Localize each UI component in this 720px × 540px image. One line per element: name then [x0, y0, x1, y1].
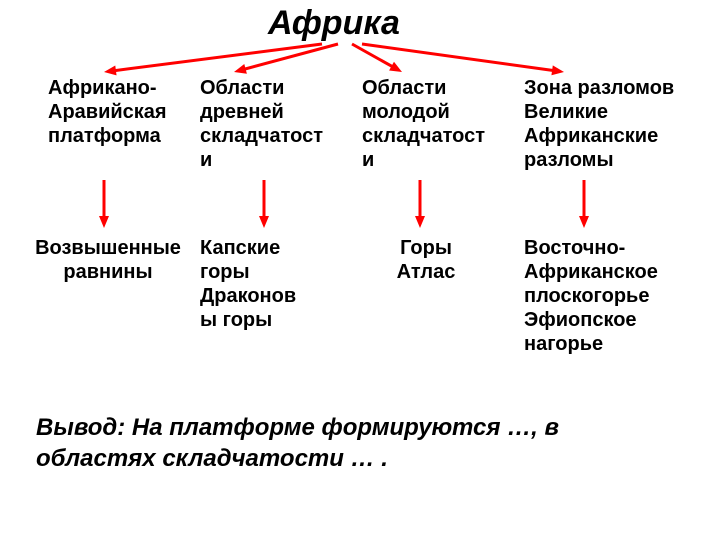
leaf-2-label: Капские горы Драконов ы горы [200, 236, 350, 332]
branch-4-label: Зона разломов Великие Африканские разлом… [524, 76, 704, 172]
leaf-4-label: Восточно- Африканское плоскогорье Эфиопс… [524, 236, 704, 356]
branch-3-label: Области молодой складчатост и [362, 76, 512, 172]
diagram-stage: Африка Африкано- Аравийская платформа Об… [0, 0, 720, 540]
branch-2-label: Области древней складчатост и [200, 76, 350, 172]
leaf-1-label: Возвышенные равнины [28, 236, 188, 284]
branch-1-label: Африкано- Аравийская платформа [48, 76, 188, 148]
diagram-title: Африка [268, 4, 400, 43]
conclusion-text: Вывод: На платформе формируются …, в обл… [36, 412, 596, 474]
leaf-3-label: Горы Атлас [386, 236, 466, 284]
